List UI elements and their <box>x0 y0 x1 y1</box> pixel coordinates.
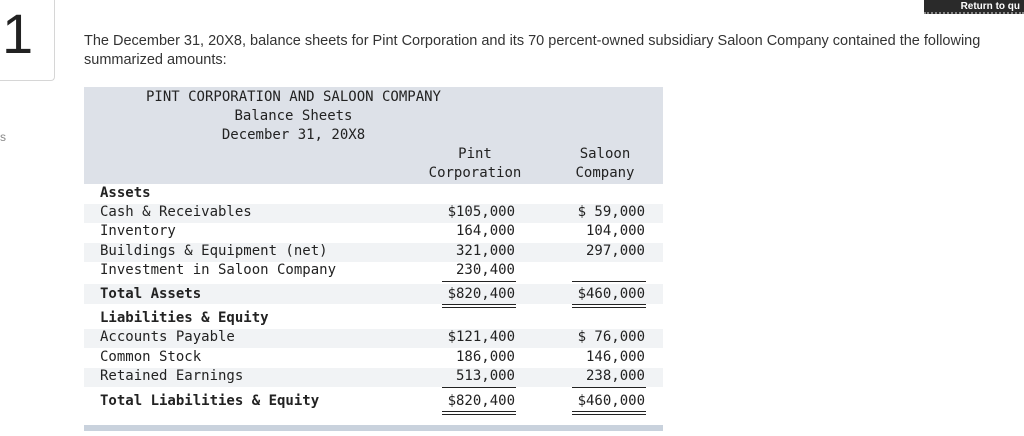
total-liabilities-label: Total Liabilities & Equity <box>100 393 320 409</box>
table-cell-saloon: 297,000 <box>585 243 645 259</box>
table-header: PINT CORPORATION AND SALOON COMPANY Bala… <box>84 87 663 184</box>
col-pint-head-b: Corporation <box>428 165 522 181</box>
underline <box>442 281 516 282</box>
question-number: 1 <box>2 2 34 65</box>
sheet-date: December 31, 20X8 <box>221 127 366 143</box>
liabilities-heading: Liabilities & Equity <box>100 310 269 326</box>
table-footer-bar <box>84 425 663 431</box>
table-cell-saloon: 146,000 <box>585 349 645 365</box>
table-cell-pint: 164,000 <box>455 223 515 239</box>
underline <box>442 387 516 388</box>
total-liabilities-saloon: $460,000 <box>577 393 645 409</box>
col-saloon-head-b: Company <box>575 165 635 181</box>
table-cell-pint: 321,000 <box>455 243 515 259</box>
row-band <box>84 368 663 387</box>
underline <box>572 387 646 388</box>
row-band <box>84 284 663 304</box>
table-row-label: Investment in Saloon Company <box>100 262 337 278</box>
double-underline <box>572 304 646 308</box>
double-underline <box>442 304 516 308</box>
table-row-label: Cash & Receivables <box>100 204 252 220</box>
question-intro: The December 31, 20X8, balance sheets fo… <box>84 33 981 68</box>
balance-sheet-table: PINT CORPORATION AND SALOON COMPANY Bala… <box>84 87 663 432</box>
table-row-label: Inventory <box>100 223 176 239</box>
table-cell-pint: 186,000 <box>455 349 515 365</box>
return-button[interactable]: Return to qu <box>924 0 1024 14</box>
table-cell-saloon: 104,000 <box>585 223 645 239</box>
assets-heading: Assets <box>100 185 151 201</box>
table-cell-pint: $121,400 <box>447 329 515 345</box>
sheet-title: PINT CORPORATION AND SALOON COMPANY <box>145 89 441 105</box>
row-band <box>84 329 663 348</box>
table-cell-saloon: $ 59,000 <box>577 204 645 220</box>
total-assets-saloon: $460,000 <box>577 286 645 302</box>
col-pint-head-a: Pint <box>458 146 492 162</box>
table-row-label: Accounts Payable <box>100 329 235 345</box>
table-cell-saloon: $ 76,000 <box>577 329 645 345</box>
sheet-subtitle: Balance Sheets <box>234 108 353 124</box>
table-cell-pint: $105,000 <box>447 204 515 220</box>
sidebar-letter: s <box>0 130 6 144</box>
row-band <box>84 243 663 262</box>
table-row-label: Buildings & Equipment (net) <box>100 243 328 259</box>
question-number-box: 1 <box>0 0 55 81</box>
underline <box>572 281 646 282</box>
double-underline <box>442 411 516 415</box>
col-saloon-head-a: Saloon <box>579 146 631 162</box>
table-row-label: Retained Earnings <box>100 368 244 384</box>
table-cell-pint: 230,400 <box>455 262 515 278</box>
total-assets-label: Total Assets <box>100 286 202 302</box>
table-cell-pint: 513,000 <box>455 368 515 384</box>
table-cell-saloon: 238,000 <box>585 368 645 384</box>
double-underline <box>572 411 646 415</box>
total-liabilities-pint: $820,400 <box>447 393 515 409</box>
total-assets-pint: $820,400 <box>447 286 515 302</box>
table-row-label: Common Stock <box>100 349 202 365</box>
row-band <box>84 204 663 223</box>
